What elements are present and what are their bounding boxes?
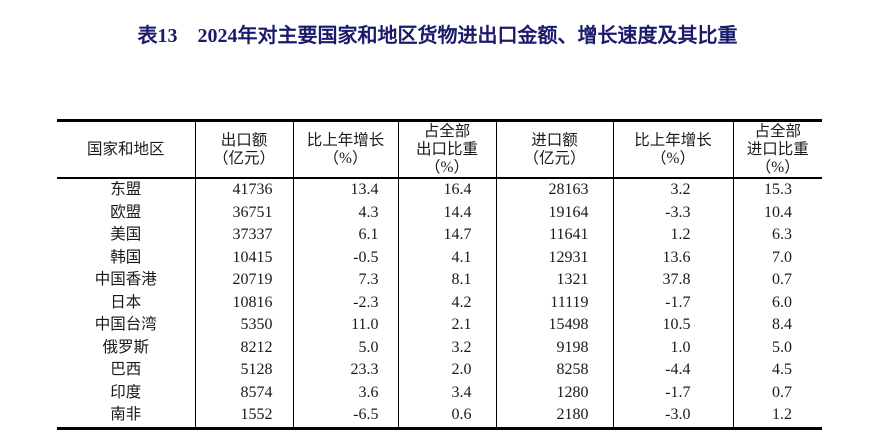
- table-row: 日本 10816 -2.3 4.2 11119 -1.7 6.0: [57, 291, 822, 314]
- cell-import: 8258: [496, 359, 614, 382]
- cell-import-share: 8.4: [772, 316, 792, 333]
- cell-export: 36751: [195, 201, 294, 224]
- cell-export: 1552: [195, 404, 294, 428]
- header-export-share: 占全部 出口比重 （%）: [398, 120, 497, 179]
- cell-import-share: 10.4: [764, 203, 792, 221]
- trade-table: 国家和地区 出口额 （亿元） 比上年增长 （%） 占全部 出口比重 （%） 进口…: [57, 119, 822, 430]
- header-row: 国家和地区 出口额 （亿元） 比上年增长 （%） 占全部 出口比重 （%） 进口…: [57, 120, 822, 179]
- cell-import-share: 15.3: [764, 181, 792, 198]
- cell-import: 19164: [496, 201, 614, 224]
- cell-region: 欧盟: [57, 201, 196, 224]
- cell-import-growth: -4.4: [613, 359, 734, 382]
- cell-import-share: 0.7: [772, 383, 792, 401]
- cell-export-share: 4.1: [398, 246, 497, 269]
- table-row: 南非 1552 -6.5 0.6 2180 -3.0 1.2: [57, 404, 822, 428]
- table-row: 中国香港 20719 7.3 8.1 1321 37.8 0.7: [57, 269, 822, 292]
- table-row: 欧盟 36751 4.3 14.4 19164 -3.3 10.4: [57, 201, 822, 224]
- cell-export-share: 14.7: [398, 224, 497, 247]
- header-export-growth: 比上年增长 （%）: [293, 120, 399, 179]
- cell-import-share: 0.7: [772, 271, 792, 288]
- table-row: 韩国 10415 -0.5 4.1 12931 13.6 7.0: [57, 246, 822, 269]
- cell-region: 日本: [57, 291, 196, 314]
- cell-region: 东盟: [57, 178, 196, 202]
- table-row: 巴西 5128 23.3 2.0 8258 -4.4 4.5: [57, 359, 822, 382]
- cell-export-growth: 6.1: [293, 224, 399, 247]
- cell-export: 10816: [195, 291, 294, 314]
- cell-export-share: 0.6: [398, 404, 497, 428]
- cell-import: 1321: [496, 269, 614, 292]
- cell-export: 8212: [195, 336, 294, 359]
- cell-export: 8574: [195, 381, 294, 404]
- cell-import-share: 1.2: [772, 406, 792, 423]
- cell-import: 28163: [496, 178, 614, 202]
- cell-import: 11641: [496, 224, 614, 247]
- cell-export: 5128: [195, 359, 294, 382]
- cell-import-growth: -3.3: [613, 201, 734, 224]
- cell-region: 印度: [57, 381, 196, 404]
- cell-export-share: 16.4: [398, 178, 497, 202]
- cell-export-growth: 11.0: [293, 314, 399, 337]
- cell-import-growth: -3.0: [613, 404, 734, 428]
- cell-import-growth: 3.2: [613, 178, 734, 202]
- cell-import-share: 5.0: [772, 338, 792, 356]
- cell-export-share: 2.1: [398, 314, 497, 337]
- cell-import: 12931: [496, 246, 614, 269]
- table-row: 俄罗斯 8212 5.0 3.2 9198 1.0 5.0: [57, 336, 822, 359]
- cell-import-share: 6.3: [772, 226, 792, 243]
- cell-export-growth: 4.3: [293, 201, 399, 224]
- cell-import-growth: 1.0: [613, 336, 734, 359]
- cell-region: 巴西: [57, 359, 196, 382]
- cell-import: 15498: [496, 314, 614, 337]
- cell-import-growth: -1.7: [613, 291, 734, 314]
- cell-export-growth: -0.5: [293, 246, 399, 269]
- cell-export-growth: -2.3: [293, 291, 399, 314]
- cell-region: 中国香港: [57, 269, 196, 292]
- cell-export-share: 3.2: [398, 336, 497, 359]
- table-row: 美国 37337 6.1 14.7 11641 1.2 6.3: [57, 224, 822, 247]
- header-import: 进口额 （亿元）: [496, 120, 614, 179]
- cell-region: 南非: [57, 404, 196, 428]
- cell-import-share: 4.5: [772, 361, 792, 378]
- cell-import-growth: -1.7: [613, 381, 734, 404]
- cell-export-growth: 13.4: [293, 178, 399, 202]
- cell-export-growth: 23.3: [293, 359, 399, 382]
- header-region: 国家和地区: [57, 120, 196, 179]
- cell-export-share: 8.1: [398, 269, 497, 292]
- cell-export-growth: -6.5: [293, 404, 399, 428]
- cell-import: 9198: [496, 336, 614, 359]
- cell-export-growth: 7.3: [293, 269, 399, 292]
- cell-import: 11119: [496, 291, 614, 314]
- cell-region: 韩国: [57, 246, 196, 269]
- cell-import-growth: 37.8: [613, 269, 734, 292]
- header-import-share: 占全部 进口比重 （%）: [733, 120, 822, 179]
- cell-export: 37337: [195, 224, 294, 247]
- cell-export-share: 2.0: [398, 359, 497, 382]
- header-export: 出口额 （亿元）: [195, 120, 294, 179]
- cell-import-share: 6.0: [772, 293, 792, 311]
- cell-export: 5350: [195, 314, 294, 337]
- header-import-growth: 比上年增长 （%）: [613, 120, 734, 179]
- cell-region: 美国: [57, 224, 196, 247]
- cell-import-growth: 10.5: [613, 314, 734, 337]
- cell-import: 1280: [496, 381, 614, 404]
- table-row: 印度 8574 3.6 3.4 1280 -1.7 0.7: [57, 381, 822, 404]
- cell-export: 10415: [195, 246, 294, 269]
- cell-export: 20719: [195, 269, 294, 292]
- cell-export-share: 4.2: [398, 291, 497, 314]
- cell-export-share: 14.4: [398, 201, 497, 224]
- cell-import-growth: 1.2: [613, 224, 734, 247]
- table-row: 中国台湾 5350 11.0 2.1 15498 10.5 8.4: [57, 314, 822, 337]
- table-row: 东盟 41736 13.4 16.4 28163 3.2 15.3: [57, 178, 822, 202]
- cell-region: 中国台湾: [57, 314, 196, 337]
- cell-region: 俄罗斯: [57, 336, 196, 359]
- cell-import-growth: 13.6: [613, 246, 734, 269]
- cell-export-share: 3.4: [398, 381, 497, 404]
- cell-import-share: 7.0: [772, 248, 792, 266]
- cell-export: 41736: [195, 178, 294, 202]
- cell-import: 2180: [496, 404, 614, 428]
- page-title: 表13 2024年对主要国家和地区货物进出口金额、增长速度及其比重: [137, 25, 738, 47]
- cell-export-growth: 5.0: [293, 336, 399, 359]
- cell-export-growth: 3.6: [293, 381, 399, 404]
